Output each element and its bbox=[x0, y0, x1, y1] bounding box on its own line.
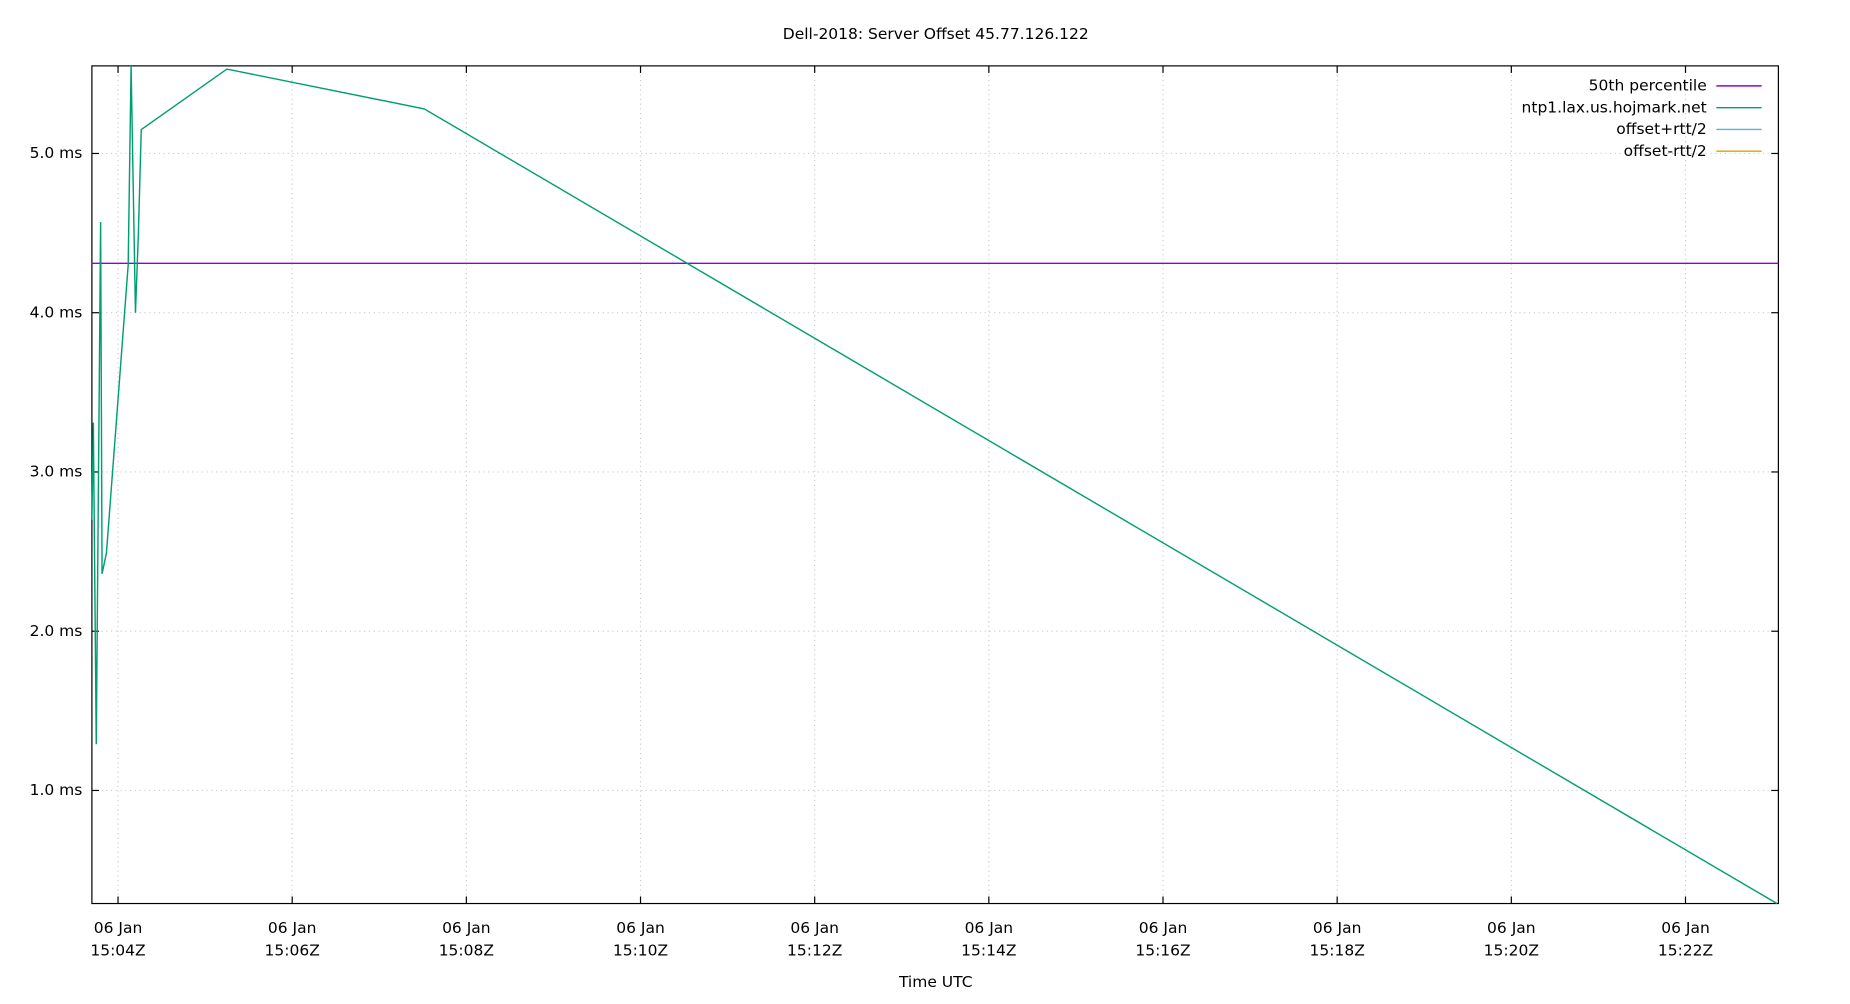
x-tick-label: 06 Jan bbox=[965, 919, 1014, 937]
x-tick-label: 15:10Z bbox=[613, 941, 668, 959]
x-tick-label: 15:20Z bbox=[1484, 941, 1539, 959]
y-tick-label: 5.0 ms bbox=[30, 144, 83, 162]
x-tick-label: 15:16Z bbox=[1135, 941, 1190, 959]
x-tick-label: 15:18Z bbox=[1310, 941, 1365, 959]
x-tick-label: 15:22Z bbox=[1658, 941, 1713, 959]
x-tick-label: 15:14Z bbox=[961, 941, 1016, 959]
legend-label: ntp1.lax.us.hojmark.net bbox=[1522, 98, 1707, 116]
x-tick-label: 06 Jan bbox=[1139, 919, 1188, 937]
x-tick-label: 15:08Z bbox=[439, 941, 494, 959]
x-tick-label: 06 Jan bbox=[790, 919, 839, 937]
plot-frame bbox=[91, 65, 1779, 905]
legend-label: 50th percentile bbox=[1589, 77, 1707, 95]
x-tick-label: 06 Jan bbox=[1487, 919, 1536, 937]
legend-label: offset-rtt/2 bbox=[1624, 142, 1707, 160]
x-tick-label: 06 Jan bbox=[1313, 919, 1362, 937]
legend-label: offset+rtt/2 bbox=[1616, 120, 1706, 138]
y-tick-label: 2.0 ms bbox=[30, 622, 83, 640]
x-tick-label: 15:12Z bbox=[787, 941, 842, 959]
y-tick-label: 3.0 ms bbox=[30, 463, 83, 481]
line-series bbox=[91, 65, 1778, 905]
x-tick-label: 06 Jan bbox=[616, 919, 665, 937]
x-tick-label: 06 Jan bbox=[442, 919, 491, 937]
x-tick-label: 06 Jan bbox=[94, 919, 143, 937]
x-tick-label: 06 Jan bbox=[268, 919, 317, 937]
x-axis-label: Time UTC bbox=[898, 973, 973, 991]
y-tick-label: 4.0 ms bbox=[30, 304, 83, 322]
y-tick-label: 1.0 ms bbox=[30, 781, 83, 799]
x-tick-label: 15:04Z bbox=[90, 941, 145, 959]
x-tick-label: 15:06Z bbox=[265, 941, 320, 959]
chart-title: Dell-2018: Server Offset 45.77.126.122 bbox=[783, 25, 1089, 43]
x-tick-label: 06 Jan bbox=[1661, 919, 1710, 937]
